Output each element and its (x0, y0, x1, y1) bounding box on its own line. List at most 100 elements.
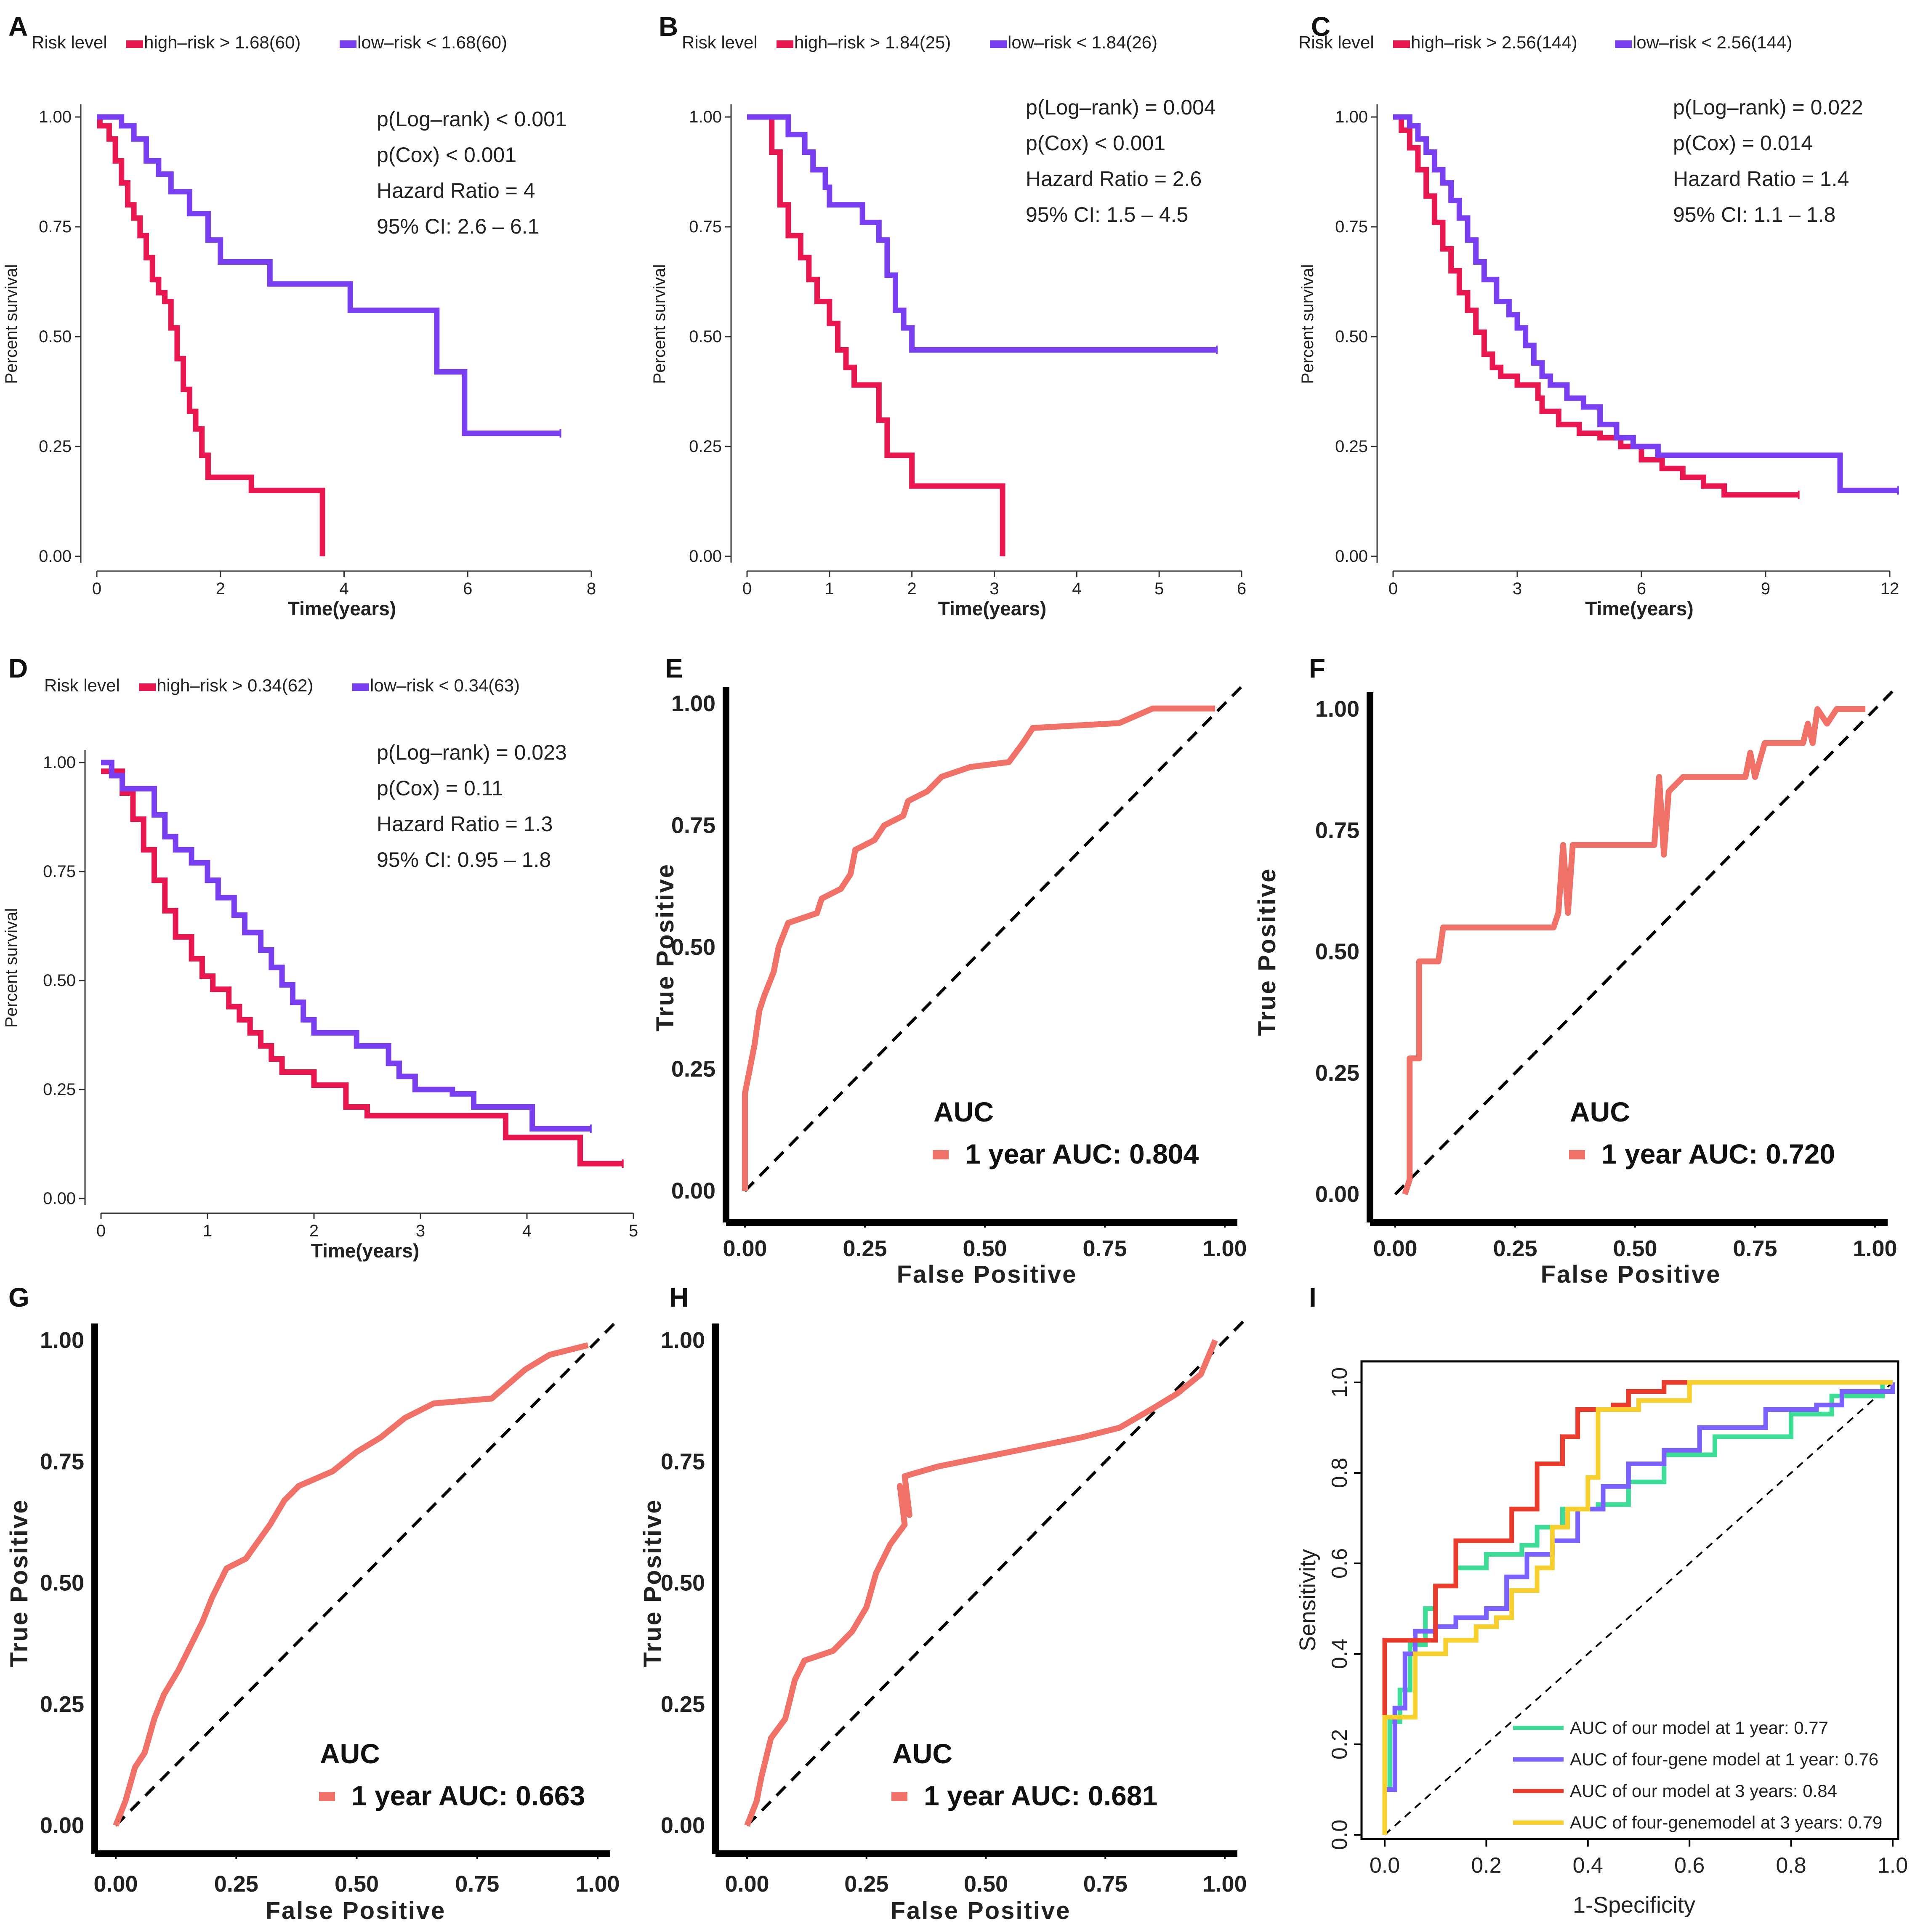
y-tick-label: 0.25 (39, 437, 72, 456)
roc-curve (1402, 706, 1866, 1196)
y-tick-label: 0.25 (1315, 1060, 1359, 1086)
y-axis-title: True Positive (639, 1499, 666, 1667)
reference-diagonal (1384, 1382, 1894, 1836)
legend-title: Risk level (682, 32, 758, 52)
x-axis-title: Time(years) (311, 1240, 419, 1262)
legend-label: low–risk < 2.56(144) (1633, 32, 1792, 52)
x-tick-label: 4 (1072, 579, 1081, 598)
y-axis-title: Percent survival (1298, 264, 1317, 384)
y-axis-title: Sensitivity (1295, 1549, 1320, 1651)
y-tick-label: 0.75 (661, 1449, 705, 1474)
roc-curve (742, 705, 1215, 1191)
y-tick-label: 1.00 (671, 691, 715, 716)
y-tick-label: 0.50 (39, 327, 72, 346)
y-tick-label: 0.8 (1327, 1458, 1352, 1488)
km-curve-low-risk (747, 114, 1217, 353)
x-tick-label: 2 (216, 579, 225, 598)
x-tick-label: 1.0 (1878, 1853, 1908, 1878)
reference-diagonal (1394, 688, 1896, 1196)
legend-swatch (1393, 40, 1410, 48)
legend-swatch (340, 40, 356, 48)
legend-title: AUC (892, 1738, 952, 1769)
stat-text: p(Cox) = 0.11 (377, 776, 503, 800)
y-tick-label: 1.00 (1335, 108, 1368, 126)
roc-curve (113, 1342, 589, 1827)
stat-text: 95% CI: 0.95 – 1.8 (377, 848, 551, 872)
x-axis-title: 1-Specificity (1573, 1892, 1695, 1918)
x-axis-title: False Positive (891, 1897, 1071, 1924)
x-tick-label: 6 (1237, 579, 1246, 598)
y-tick-label: 0.00 (43, 1189, 76, 1208)
legend-swatch (126, 40, 143, 48)
x-tick-label: 5 (629, 1222, 638, 1240)
legend-swatch (933, 1150, 949, 1159)
y-tick-label: 0.75 (39, 218, 72, 236)
y-tick-label: 1.00 (40, 1328, 84, 1353)
stat-text: p(Log–rank) = 0.004 (1026, 96, 1216, 119)
legend-label: high–risk > 2.56(144) (1411, 32, 1577, 52)
y-axis-title: True Positive (5, 1499, 33, 1667)
y-tick-label: 1.00 (43, 753, 76, 772)
y-tick-label: 0.25 (661, 1692, 705, 1717)
legend-swatch (139, 683, 156, 691)
legend-label: 1 year AUC: 0.681 (924, 1780, 1157, 1811)
y-axis-title: Percent survival (2, 908, 21, 1028)
x-tick-label: 0 (742, 579, 752, 598)
x-tick-label: 12 (1880, 579, 1899, 598)
km-panel-d: D Risk level high–risk > 0.34(62) low–risk … (2, 653, 638, 1262)
x-tick-label: 0.75 (1083, 1871, 1128, 1897)
km-curve-low-risk (1393, 114, 1898, 493)
stat-text: p(Log–rank) = 0.023 (377, 741, 567, 764)
y-axis-title: Percent survival (2, 264, 21, 384)
legend-swatch (1615, 40, 1632, 48)
y-tick-label: 0.75 (1335, 218, 1368, 236)
panel-letter: E (665, 653, 683, 683)
x-axis-title: Time(years) (1585, 598, 1693, 619)
legend-title: Risk level (1298, 32, 1374, 52)
y-tick-label: 0.25 (671, 1057, 715, 1082)
stat-text: 95% CI: 1.5 – 4.5 (1026, 203, 1188, 226)
x-tick-label: 2 (309, 1222, 319, 1240)
x-tick-label: 0.00 (1373, 1236, 1417, 1261)
x-tick-label: 0.50 (964, 1871, 1008, 1897)
km-curve-high-risk (101, 768, 623, 1167)
legend-swatch (1569, 1150, 1585, 1159)
y-tick-label: 0.75 (689, 218, 722, 236)
y-tick-label: 0.75 (1315, 818, 1359, 843)
x-tick-label: 0.8 (1776, 1853, 1806, 1878)
y-tick-label: 0.00 (671, 1178, 715, 1204)
legend-swatch (352, 683, 369, 691)
stat-text: Hazard Ratio = 2.6 (1026, 167, 1202, 191)
legend-label: AUC of our model at 1 year: 0.77 (1570, 1718, 1828, 1738)
legend-label: 1 year AUC: 0.804 (965, 1138, 1199, 1169)
legend-title: Risk level (32, 32, 107, 52)
roc-panel-g: G 0.00 0.00 0.25 0.25 0.50 0.50 0.75 0.75 1.00 1.0… (5, 1282, 620, 1924)
panel-letter: C (1311, 11, 1330, 42)
y-tick-label: 1.00 (1315, 696, 1359, 722)
x-axis-title: False Positive (897, 1261, 1077, 1288)
x-tick-label: 0.75 (1733, 1236, 1777, 1261)
roc-curve (744, 1339, 1218, 1827)
legend-swatch (319, 1792, 335, 1801)
x-tick-label: 0.0 (1370, 1853, 1400, 1878)
y-axis-title: True Positive (652, 863, 679, 1031)
y-tick-label: 0.75 (671, 813, 715, 838)
legend-label: high–risk > 1.68(60) (144, 32, 301, 52)
legend-label: AUC of four-gene model at 1 year: 0.76 (1570, 1749, 1878, 1769)
x-tick-label: 2 (907, 579, 917, 598)
x-tick-label: 0 (1388, 579, 1398, 598)
y-tick-label: 0.00 (1335, 547, 1368, 566)
legend-label: low–risk < 1.84(26) (1008, 32, 1157, 52)
stat-text: Hazard Ratio = 1.3 (377, 812, 553, 836)
reference-diagonal (114, 1320, 618, 1827)
x-tick-label: 4 (339, 579, 348, 598)
x-tick-label: 0.00 (93, 1871, 138, 1897)
x-tick-label: 0.25 (1493, 1236, 1537, 1261)
panel-letter: B (659, 11, 678, 42)
x-tick-label: 0.50 (335, 1871, 379, 1897)
stat-text: 95% CI: 1.1 – 1.8 (1673, 203, 1835, 226)
panel-letter: G (8, 1282, 29, 1313)
